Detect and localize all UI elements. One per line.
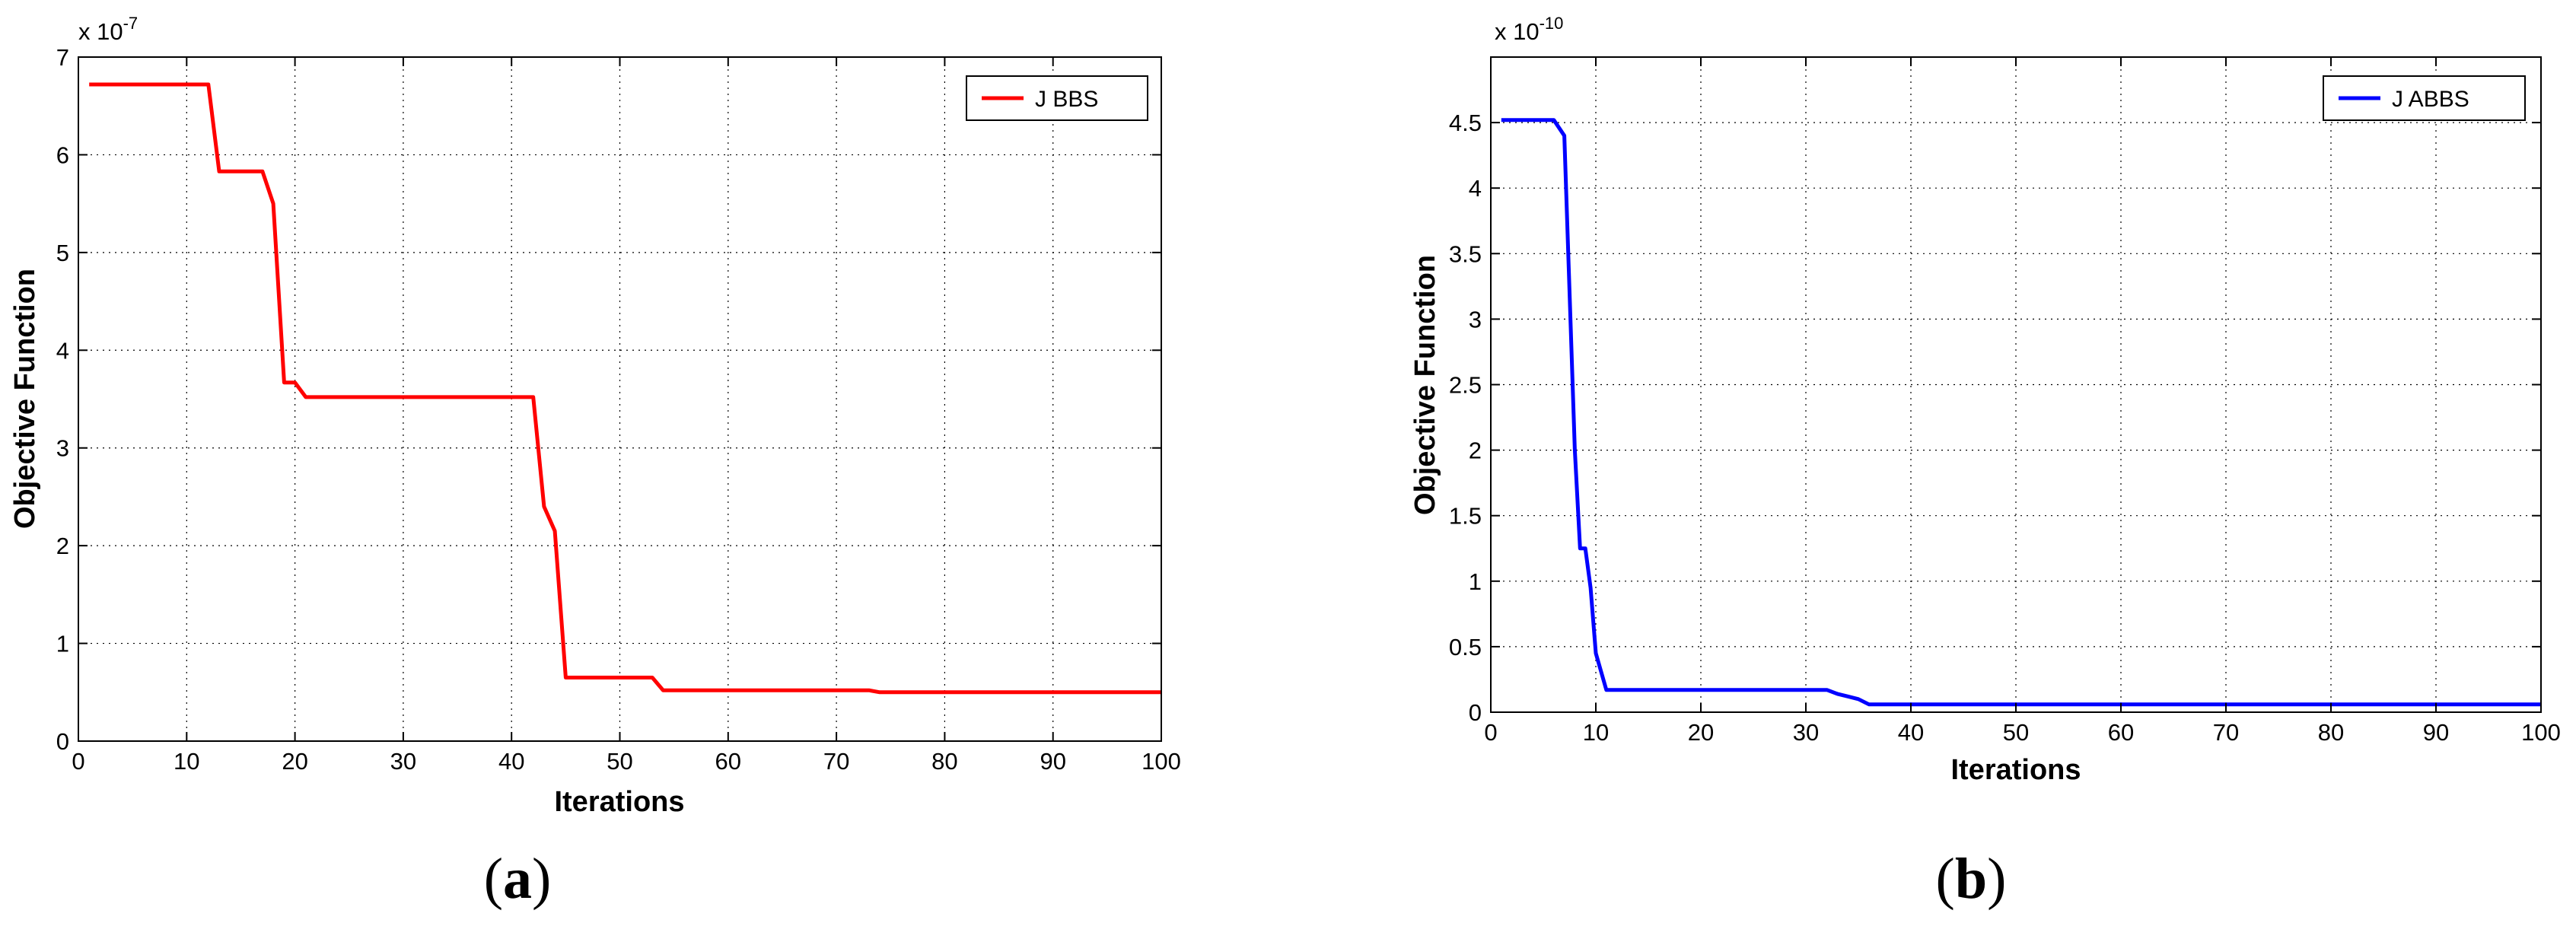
- x-tick-label-b: 40: [1898, 719, 1924, 746]
- series-layer-a: [89, 82, 1161, 695]
- y-axis-label-a: Objective Function: [9, 269, 41, 529]
- x-tick-label-a: 0: [72, 748, 84, 775]
- y-tick-label-b: 1: [1469, 568, 1482, 595]
- x-tick-label-b: 10: [1583, 719, 1609, 746]
- x-tick-label-a: 80: [931, 748, 957, 775]
- ticks-a: 0 10 20 30 40 50 60 70 80 90 100 0 1 2 3 4 5 6 7: [56, 44, 1181, 775]
- y-tick-label-b: 4.5: [1449, 110, 1482, 136]
- panel-label-a: (a): [484, 847, 552, 911]
- y-tick-label-b: 0: [1469, 699, 1482, 726]
- y-tick-label-b: 1.5: [1449, 503, 1482, 530]
- x-tick-label-a: 40: [498, 748, 524, 775]
- x-axis-label-a: Iterations: [554, 786, 684, 818]
- chart-panel-b: 0 10 20 30 40 50 60 70 80 90 100 0 0.5 1 1.5 2 2.5 3 3.5 4 4…: [1409, 14, 2561, 911]
- x-axis-label-b: Iterations: [1950, 754, 2081, 786]
- y-tick-label-b: 0.5: [1449, 634, 1482, 660]
- y-tick-label-a: 3: [56, 435, 69, 462]
- x-tick-label-b: 60: [2108, 719, 2134, 746]
- y-tick-label-b: 2.5: [1449, 372, 1482, 399]
- y-tick-label-a: 0: [56, 728, 69, 755]
- x-tick-label-a: 100: [1142, 748, 1181, 775]
- legend-b: J ABBS: [2323, 75, 2526, 121]
- chart-panel-a: 0 10 20 30 40 50 60 70 80 90 100 0 1 2 3 4 5 6 7 x 10-7 It…: [9, 14, 1181, 911]
- x-tick-label-a: 20: [282, 748, 307, 775]
- y-tick-label-b: 3: [1469, 306, 1482, 333]
- y-tick-label-a: 4: [56, 337, 69, 364]
- series-line-b-0: [1501, 118, 2541, 707]
- x-tick-label-b: 100: [2521, 719, 2561, 746]
- y-tick-label-b: 2: [1469, 438, 1482, 464]
- x-tick-label-a: 50: [607, 748, 632, 775]
- y-exponent-label-a: x 10-7: [78, 14, 138, 45]
- series-line-a-0: [89, 82, 1161, 695]
- y-tick-label-a: 1: [56, 631, 69, 657]
- x-tick-label-b: 90: [2423, 719, 2449, 746]
- y-tick-label-a: 5: [56, 240, 69, 266]
- panel-label-b: (b): [1936, 847, 2007, 911]
- x-tick-label-a: 10: [174, 748, 199, 775]
- x-tick-label-b: 50: [2003, 719, 2029, 746]
- y-exponent-label-b: x 10-10: [1495, 14, 1563, 45]
- y-tick-label-b: 4: [1469, 175, 1482, 202]
- x-tick-label-a: 30: [390, 748, 416, 775]
- x-tick-label-a: 70: [823, 748, 849, 775]
- grid-a: [78, 57, 1161, 741]
- legend-label-a: J BBS: [1035, 87, 1098, 112]
- x-tick-label-b: 20: [1688, 719, 1714, 746]
- x-tick-label-b: 0: [1484, 719, 1497, 746]
- legend-a: J BBS: [966, 75, 1148, 121]
- x-tick-label-b: 30: [1793, 719, 1819, 746]
- x-tick-label-b: 70: [2213, 719, 2239, 746]
- y-axis-label-b: Objective Function: [1409, 255, 1441, 515]
- y-tick-label-b: 3.5: [1449, 240, 1482, 267]
- x-tick-label-a: 60: [715, 748, 741, 775]
- y-tick-label-a: 7: [56, 44, 69, 71]
- x-tick-label-a: 90: [1040, 748, 1065, 775]
- grid-b: [1491, 57, 2541, 712]
- ticks-b: 0 10 20 30 40 50 60 70 80 90 100 0 0.5 1 1.5 2 2.5 3 3.5 4 4…: [1449, 57, 2561, 746]
- y-tick-label-a: 6: [56, 142, 69, 168]
- series-layer-b: [1501, 118, 2541, 707]
- x-tick-label-b: 80: [2318, 719, 2344, 746]
- y-tick-label-a: 2: [56, 533, 69, 559]
- legend-label-b: J ABBS: [2392, 87, 2469, 112]
